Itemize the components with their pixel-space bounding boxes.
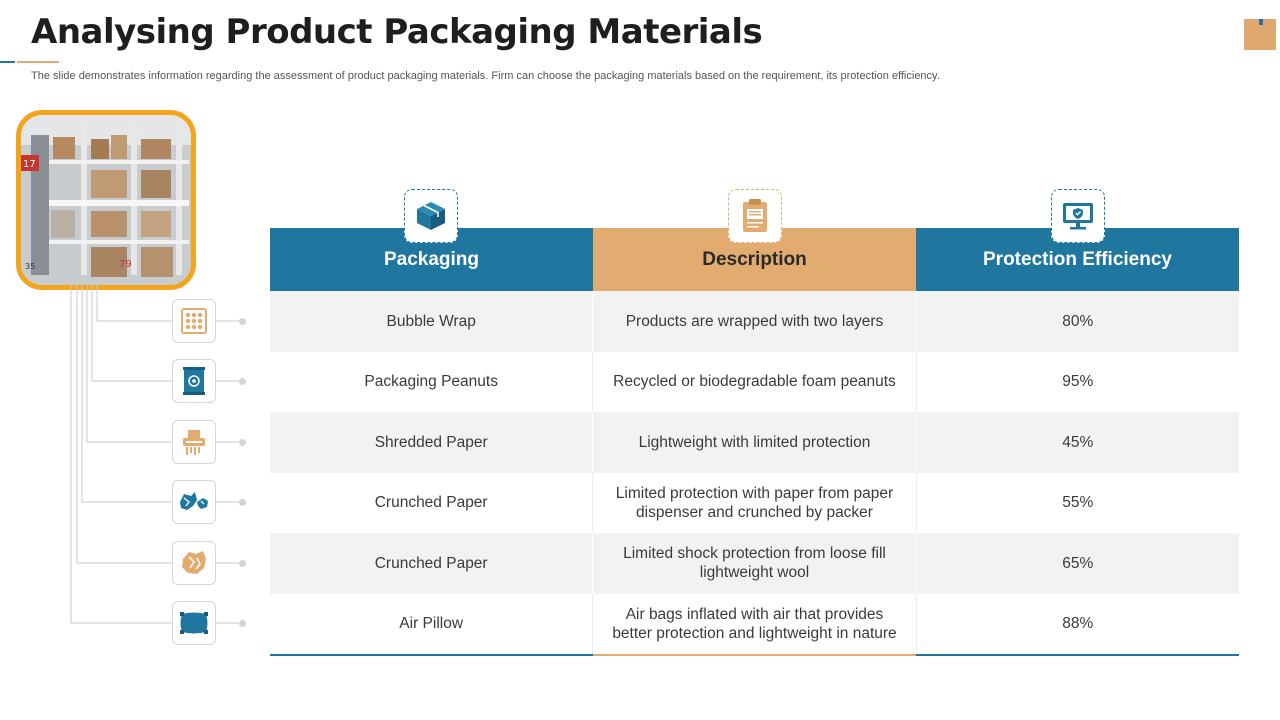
photo-label-35: 35 <box>25 262 35 271</box>
cell-efficiency: 65% <box>915 533 1239 594</box>
cell-description: Limited shock protection from loose fill… <box>592 533 915 594</box>
cell-efficiency: 45% <box>915 412 1239 473</box>
connector-dot <box>239 620 246 627</box>
table-row: Bubble Wrap Products are wrapped with tw… <box>270 291 1239 352</box>
cell-description: Products are wrapped with two layers <box>592 291 915 352</box>
corner-bookmark-mark <box>1259 19 1263 25</box>
connector-dot <box>239 499 246 506</box>
cell-packaging: Crunched Paper <box>374 494 488 512</box>
box-icon <box>404 189 458 243</box>
table-row: Air Pillow Air bags inflated with air th… <box>270 593 1239 654</box>
photo-label-79: 79 <box>119 259 132 270</box>
photo-label-17: 17 <box>23 159 36 170</box>
cell-packaging: Air Pillow <box>399 615 464 633</box>
table-row: Shredded Paper Lightweight with limited … <box>270 412 1239 473</box>
cell-description: Air bags inflated with air that provides… <box>592 593 915 654</box>
bubble-wrap-icon <box>172 299 216 343</box>
cell-efficiency: 55% <box>915 472 1239 533</box>
connector-dot <box>239 439 246 446</box>
table-header-row: Packaging Description Protection Efficie… <box>270 228 1239 291</box>
peanuts-bag-icon <box>172 359 216 403</box>
air-pillow-icon <box>172 601 216 645</box>
cell-efficiency: 88% <box>915 593 1239 654</box>
table-row: Crunched Paper Limited protection with p… <box>270 472 1239 533</box>
crumpled-paper-icon <box>172 541 216 585</box>
cell-description: Recycled or biodegradable foam peanuts <box>592 351 915 412</box>
table-bottom-rule <box>270 654 1239 656</box>
cell-packaging: Packaging Peanuts <box>364 373 498 391</box>
connector-lines <box>70 282 240 624</box>
connector-dot <box>239 560 246 567</box>
crumpled-paper-icon <box>172 480 216 524</box>
title-accent-blue <box>0 61 15 63</box>
monitor-shield-icon <box>1051 189 1105 243</box>
connector-dot <box>239 318 246 325</box>
page-subtitle: The slide demonstrates information regar… <box>31 70 940 82</box>
table-row: Crunched Paper Limited shock protection … <box>270 533 1239 594</box>
cell-packaging: Shredded Paper <box>374 433 488 451</box>
cell-description: Limited protection with paper from paper… <box>592 472 915 533</box>
page-title: Analysing Product Packaging Materials <box>31 12 763 52</box>
cell-efficiency: 80% <box>915 291 1239 352</box>
packaging-table: Packaging Description Protection Efficie… <box>270 228 1239 656</box>
title-accent-tan <box>17 61 59 63</box>
clipboard-icon <box>728 189 782 243</box>
warehouse-photo: 17 35 79 <box>16 110 196 290</box>
table-row: Packaging Peanuts Recycled or biodegrada… <box>270 351 1239 412</box>
shredder-icon <box>172 420 216 464</box>
header-description: Description <box>593 228 916 291</box>
cell-efficiency: 95% <box>915 351 1239 412</box>
cell-packaging: Bubble Wrap <box>386 312 476 330</box>
cell-packaging: Crunched Paper <box>374 554 488 572</box>
connector-dot <box>239 378 246 385</box>
cell-description: Lightweight with limited protection <box>592 412 915 473</box>
